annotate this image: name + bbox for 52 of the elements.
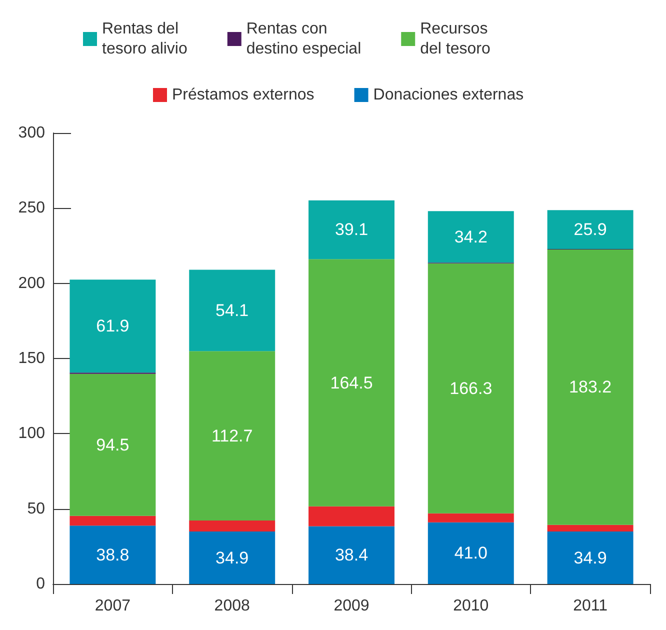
y-tick-label: 100 (18, 425, 46, 442)
x-tick-label: 2010 (453, 598, 489, 614)
data-label: 183.2 (569, 378, 612, 397)
data-label: 166.3 (450, 378, 492, 398)
legend-label: Préstamos externos (172, 86, 314, 104)
data-label: 34.9 (216, 548, 249, 568)
legend-label: Rentas del tesoro alivio (102, 20, 188, 58)
data-label: 38.4 (334, 546, 368, 565)
bar (547, 524, 634, 532)
x-tick-label: 2011 (573, 598, 608, 614)
bar (70, 516, 156, 526)
legend-label: Rentas con destino especial (246, 20, 362, 58)
x-tick-label: 2008 (214, 598, 250, 614)
bar (189, 532, 276, 584)
bar (189, 351, 276, 521)
data-label: 164.5 (330, 373, 373, 392)
bar (70, 374, 156, 516)
bar (547, 250, 634, 525)
bar (547, 210, 634, 250)
bar (308, 506, 394, 526)
bar (308, 200, 394, 260)
y-tick-label: 300 (18, 124, 46, 142)
x-tick-label: 2009 (334, 598, 370, 614)
bar (547, 532, 634, 584)
y-tick-label: 200 (18, 274, 46, 292)
data-label: 94.5 (96, 435, 130, 454)
data-label: 38.8 (96, 545, 130, 564)
bar (428, 522, 514, 584)
y-tick-label: 50 (27, 500, 46, 518)
data-label: 25.9 (574, 220, 607, 240)
bar (70, 526, 156, 584)
bar (308, 259, 394, 506)
y-tick-label: 150 (18, 350, 46, 367)
bar (70, 280, 156, 373)
bar (308, 526, 394, 584)
data-label: 61.9 (96, 316, 130, 336)
bar (189, 520, 276, 532)
bar (428, 211, 514, 263)
y-tick-label: 0 (36, 576, 46, 592)
x-tick-label: 2007 (94, 598, 131, 614)
data-label: 34.2 (454, 227, 488, 246)
bar (189, 270, 276, 352)
bar (428, 263, 514, 514)
data-label: 54.1 (216, 300, 249, 320)
data-label: 112.7 (211, 426, 253, 446)
data-label: 34.9 (574, 548, 607, 568)
legend-label: Donaciones externas (373, 86, 524, 104)
bar (428, 513, 514, 522)
legend-label: Recursos del tesoro (420, 20, 490, 58)
data-label: 39.1 (334, 220, 368, 240)
data-label: 41.0 (454, 544, 488, 563)
y-tick-label: 250 (18, 200, 46, 217)
